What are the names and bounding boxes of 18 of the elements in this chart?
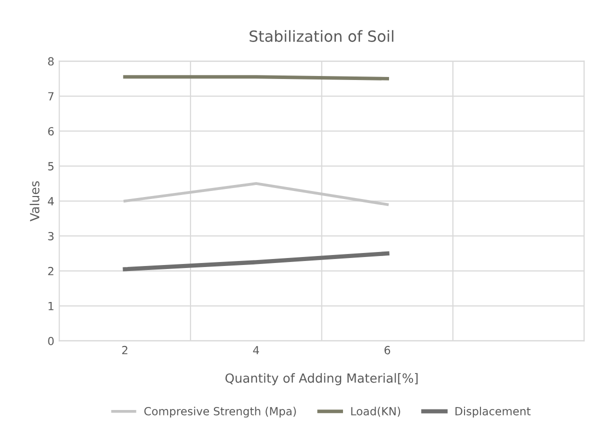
x-tick-label: 4	[253, 346, 260, 354]
x-tick-label: 6	[384, 346, 390, 354]
legend-label: Load(KN)	[351, 406, 400, 417]
chart-title: Stabilization of Soil	[250, 30, 394, 42]
y-tick-label: 2	[48, 266, 54, 276]
y-tick-label: 0	[48, 336, 54, 346]
legend-label: Displacement	[456, 406, 531, 418]
y-axis-title: Values	[30, 181, 40, 222]
x-axis-title: Quantity of Adding Material[%]	[225, 373, 418, 386]
y-tick-label: 1	[48, 302, 54, 310]
x-tick-label: 2	[122, 346, 128, 354]
y-tick-label: 5	[48, 162, 54, 170]
legend-label: Compresive Strength (Mpa)	[144, 406, 296, 418]
y-tick-label: 3	[48, 232, 54, 240]
y-tick-label: 8	[48, 57, 54, 66]
y-tick-label: 6	[48, 127, 54, 136]
y-tick-label: 4	[48, 197, 54, 206]
y-tick-label: 7	[48, 92, 54, 100]
